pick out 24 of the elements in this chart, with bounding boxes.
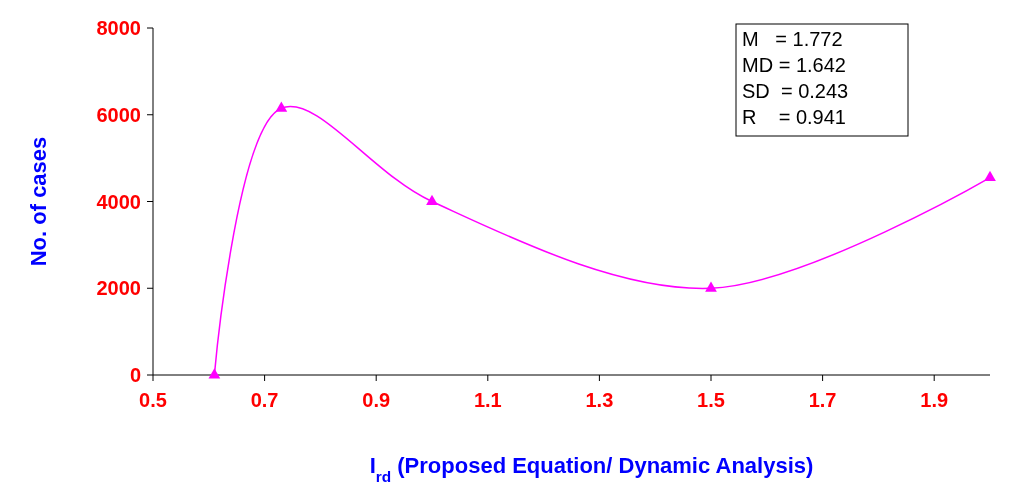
x-tick-label: 1.9	[920, 389, 949, 411]
x-tick-label: 1.1	[473, 389, 502, 411]
y-axis-title: No. of cases	[26, 136, 51, 267]
annotation: MD = 1.642	[742, 54, 846, 76]
x-axis-title: I$_{rd}$ (Proposed Equation/ Dynamic Analysis)	[369, 453, 814, 483]
y-tick-label: 0	[129, 364, 141, 386]
point	[426, 194, 438, 205]
point	[275, 101, 288, 112]
point	[705, 281, 717, 292]
x-tick-label: 1.7	[808, 389, 837, 411]
x-tick-label: 1.3	[585, 389, 614, 411]
annotation: M = 1.772	[742, 28, 843, 50]
annotation: SD = 0.243	[742, 80, 849, 102]
y-tick-label: 8000	[96, 17, 141, 39]
x-tick-label: 0.9	[362, 389, 391, 411]
x-tick-label: 0.5	[139, 389, 167, 411]
x-tick-label: 0.7	[250, 389, 279, 411]
point	[984, 170, 996, 182]
y-tick-label: 6000	[96, 103, 141, 126]
y-tick-label: 4000	[96, 190, 141, 213]
point	[208, 368, 221, 379]
x-tick-label: 1.5	[697, 389, 725, 411]
annotation: R = 0.941	[742, 106, 846, 128]
y-tick-label: 2000	[96, 277, 141, 300]
